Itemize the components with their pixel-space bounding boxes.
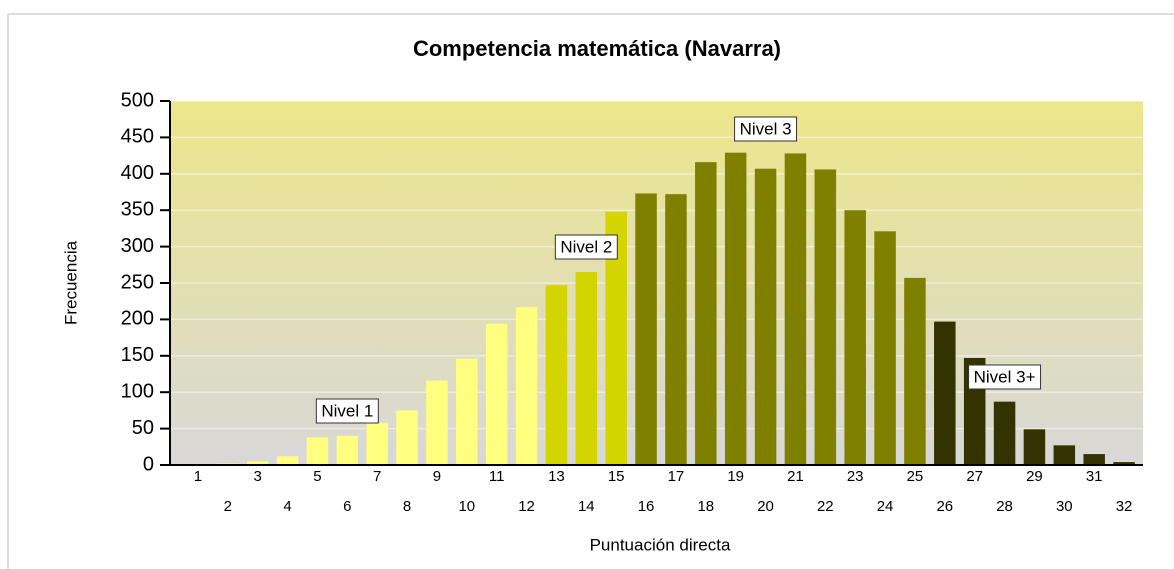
bar — [695, 162, 717, 466]
x-tick-label: 9 — [433, 468, 441, 485]
bar — [456, 358, 478, 465]
annotation: Nivel 2 — [560, 237, 612, 256]
bar — [1023, 429, 1046, 465]
bar — [276, 456, 299, 465]
bar — [904, 277, 926, 465]
annotation-box — [315, 398, 379, 424]
bar — [246, 461, 269, 465]
x-tick-label: 26 — [936, 498, 953, 515]
x-tick-label: 23 — [847, 468, 864, 485]
bar — [784, 153, 807, 465]
y-tick-label: 300 — [121, 235, 154, 257]
bar — [665, 194, 687, 465]
x-tick-label: 22 — [817, 498, 834, 515]
x-tick-label: 31 — [1086, 468, 1103, 485]
y-tick-label: 450 — [121, 126, 154, 148]
x-tick-label: 2 — [224, 498, 232, 515]
bar — [426, 380, 448, 465]
x-tick-label: 8 — [403, 498, 411, 515]
bar — [396, 410, 418, 465]
bar — [1113, 462, 1135, 465]
x-tick-label: 25 — [907, 468, 924, 485]
y-axis-label: Frecuencia — [61, 240, 80, 325]
x-tick-label: 19 — [727, 468, 744, 485]
x-tick-label: 13 — [548, 468, 565, 485]
bar — [515, 307, 538, 465]
x-tick-label: 5 — [313, 468, 321, 485]
x-axis-label: Puntuación directa — [590, 535, 731, 554]
x-tick-label: 11 — [489, 468, 505, 485]
y-tick-label: 0 — [143, 453, 154, 475]
bar — [934, 321, 956, 465]
y-tick-label: 150 — [121, 344, 154, 366]
x-tick-label: 30 — [1056, 498, 1073, 515]
bar — [485, 323, 508, 465]
x-tick-label: 29 — [1026, 468, 1043, 485]
x-tick-label: 18 — [697, 498, 714, 515]
x-tick-label: 28 — [996, 498, 1013, 515]
y-tick-label: 200 — [121, 308, 154, 330]
x-tick-label: 6 — [343, 498, 351, 515]
y-tick-label: 500 — [121, 89, 154, 111]
x-tick-label: 14 — [578, 498, 595, 515]
annotation-box — [554, 234, 618, 260]
y-tick-label: 50 — [132, 417, 154, 439]
x-tick-label: 12 — [518, 498, 535, 515]
x-tick-label: 16 — [638, 498, 655, 515]
x-tick-label: 17 — [668, 468, 685, 485]
bar — [1053, 445, 1076, 465]
annotation-box — [734, 116, 798, 142]
bar — [306, 437, 329, 465]
x-tick-label: 4 — [283, 498, 291, 515]
x-tick-label: 27 — [966, 468, 983, 485]
bar — [575, 272, 598, 465]
x-tick-label: 10 — [458, 498, 475, 515]
x-tick-label: 7 — [373, 468, 381, 485]
bar — [993, 401, 1016, 465]
x-tick-label: 20 — [757, 498, 774, 515]
x-tick-label: 21 — [787, 468, 804, 485]
bar — [366, 422, 388, 465]
x-tick-label: 24 — [877, 498, 894, 515]
y-tick-label: 250 — [121, 271, 154, 293]
annotation: Nivel 3 — [740, 119, 792, 138]
x-tick-label: 1 — [194, 468, 202, 485]
x-tick-label: 15 — [608, 468, 625, 485]
y-tick-label: 400 — [121, 162, 154, 184]
bar — [754, 168, 777, 466]
x-tick-label: 32 — [1116, 498, 1133, 515]
bar — [635, 193, 657, 465]
annotation: Nivel 3+ — [974, 367, 1036, 386]
y-tick-label: 350 — [121, 198, 154, 220]
bar — [336, 435, 359, 465]
bar — [545, 285, 568, 465]
bar — [874, 231, 896, 465]
annotation: Nivel 1 — [321, 401, 373, 420]
y-tick-label: 100 — [121, 380, 154, 402]
bar — [605, 211, 627, 465]
bar — [844, 210, 866, 465]
bar — [814, 169, 837, 465]
annotation-box — [968, 364, 1042, 390]
x-tick-label: 3 — [254, 468, 262, 485]
bar — [1083, 454, 1105, 465]
chart-title: Competencia matemática (Navarra) — [413, 36, 781, 61]
bar — [724, 152, 747, 466]
